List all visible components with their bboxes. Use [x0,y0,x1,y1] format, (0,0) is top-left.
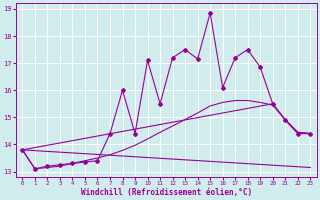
X-axis label: Windchill (Refroidissement éolien,°C): Windchill (Refroidissement éolien,°C) [81,188,252,197]
